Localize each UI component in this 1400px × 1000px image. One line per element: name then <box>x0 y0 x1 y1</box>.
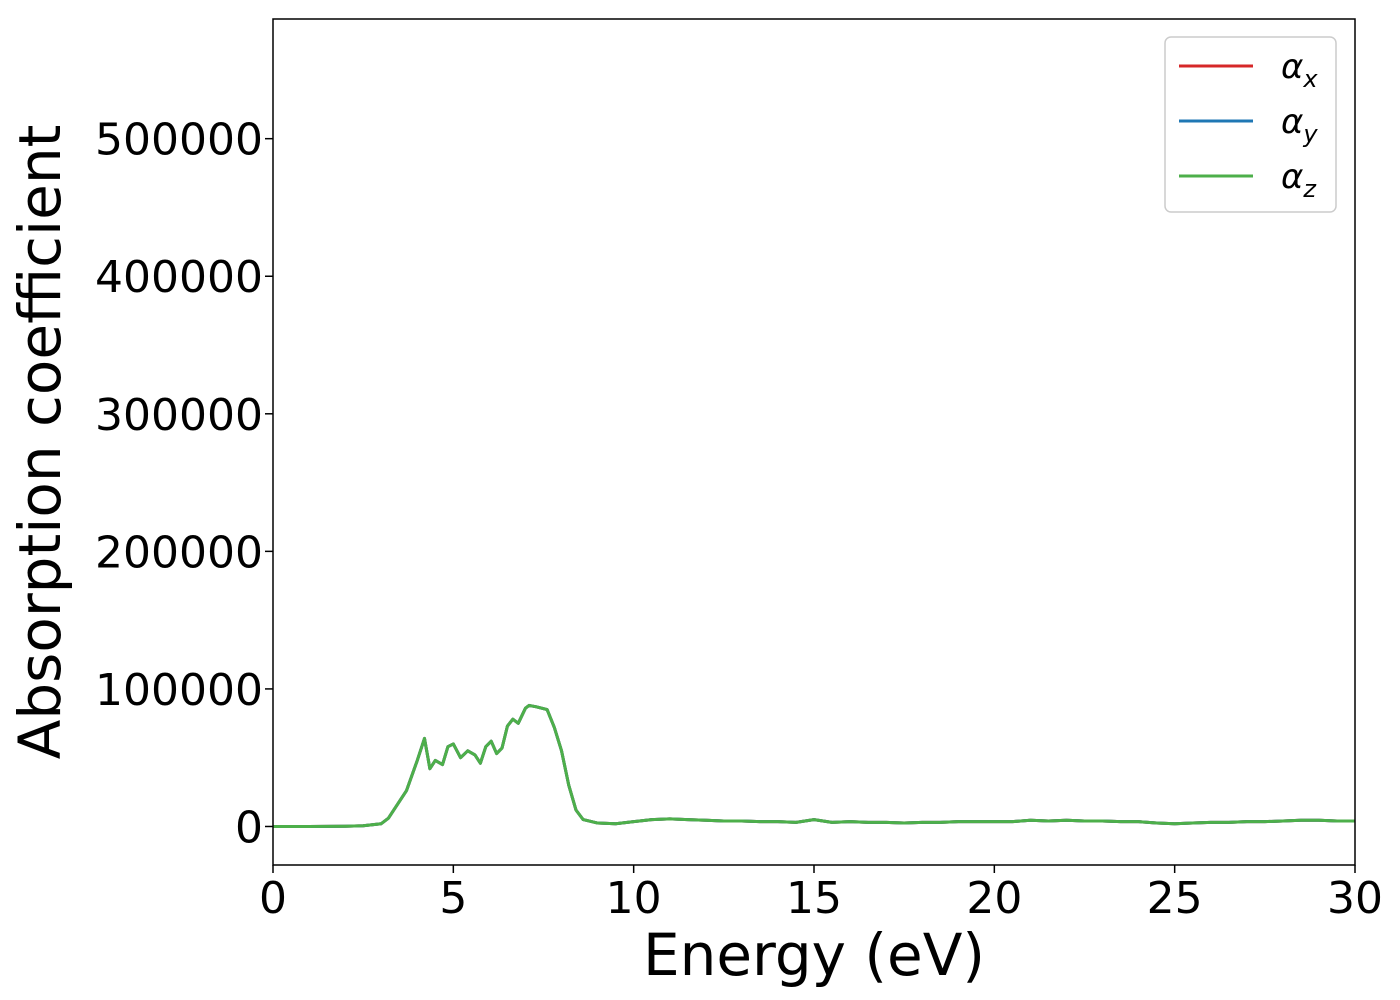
x-tick-label: 15 <box>786 873 842 924</box>
legend-symbol: α <box>1281 157 1303 197</box>
y-tick-label: 300000 <box>95 390 263 441</box>
y-axis-label: Absorption coefficient <box>6 125 74 760</box>
y-tick-label: 500000 <box>95 115 263 166</box>
legend-subscript: x <box>1302 65 1318 93</box>
y-tick-label: 100000 <box>95 665 263 716</box>
legend-subscript: z <box>1302 175 1317 203</box>
x-tick-label: 30 <box>1327 873 1383 924</box>
x-tick-label: 20 <box>966 873 1022 924</box>
legend-symbol: α <box>1281 47 1303 87</box>
legend-label-z: αz <box>1281 157 1317 203</box>
legend-box <box>1164 36 1337 213</box>
legend-symbol: α <box>1281 102 1303 142</box>
y-tick-label: 200000 <box>95 527 263 578</box>
legend-label-y: αy <box>1281 102 1318 148</box>
x-axis-ticks: 0 5 10 15 20 25 30 <box>259 865 1383 924</box>
x-tick-label: 5 <box>439 873 467 924</box>
legend-subscript: y <box>1302 120 1318 148</box>
x-tick-label: 25 <box>1147 873 1203 924</box>
y-tick-label: 400000 <box>95 252 263 303</box>
y-axis-ticks: 0 100000 200000 300000 400000 500000 <box>95 115 273 853</box>
x-tick-label: 10 <box>606 873 662 924</box>
x-tick-label: 0 <box>259 873 287 924</box>
legend-label-x: αx <box>1281 47 1318 93</box>
x-axis-label: Energy (eV) <box>643 921 985 989</box>
series-line-z <box>273 703 1355 828</box>
series-layer <box>273 703 1355 828</box>
y-tick-label: 0 <box>235 802 263 853</box>
